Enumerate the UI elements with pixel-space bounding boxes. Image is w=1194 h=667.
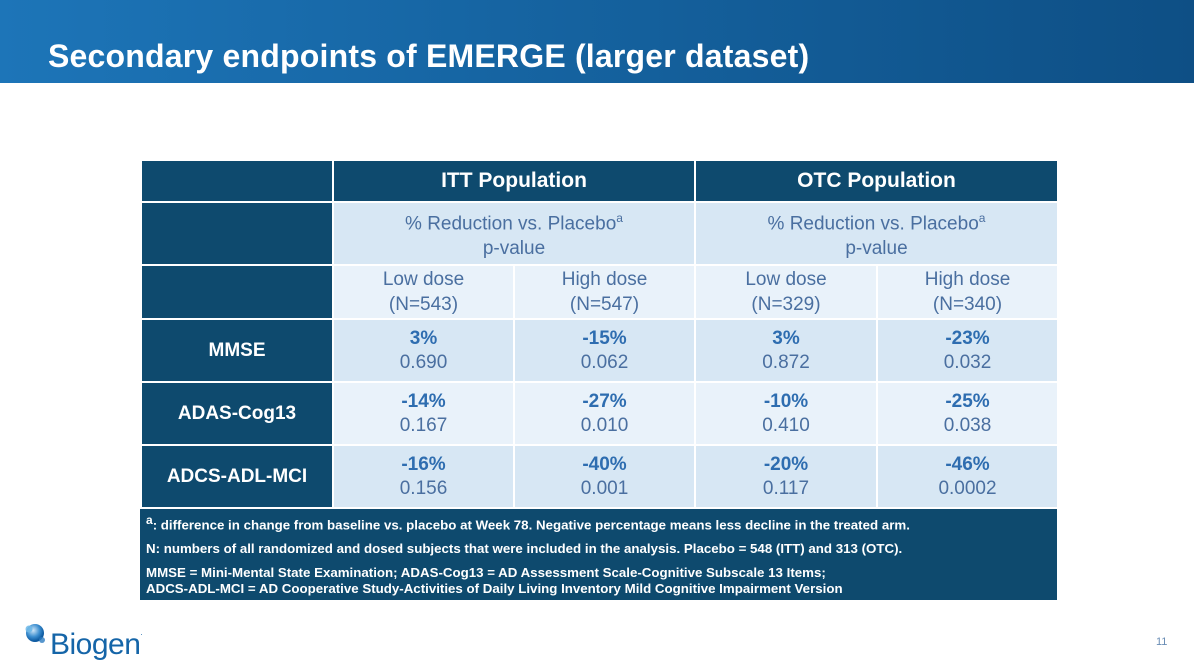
logo-text: Biogen [50,628,141,661]
percent-value: -46% [945,453,990,475]
dose-name: Low dose [745,269,827,290]
endpoints-table: ITT Population OTC Population % Reductio… [140,159,1059,509]
p-value: 0.062 [580,351,629,373]
p-value: 0.010 [580,414,629,436]
percent-value: 3% [772,327,800,349]
data-cell: -16% 0.156 [332,444,515,509]
footnote-a-text: : difference in change from baseline vs.… [152,517,910,533]
page-number: 11 [1156,636,1168,648]
footnote-n: N: numbers of all randomized and dosed s… [146,541,903,557]
footnote-marker: a [978,210,986,225]
logo-wordmark: Biogen. [50,628,143,662]
p-value: 0.0002 [938,477,997,499]
percent-value: -20% [763,453,809,475]
itt-population-header: ITT Population [332,159,696,203]
footnote-marker: a [146,513,153,527]
dose-n: (N=329) [751,294,821,315]
dose-header: Low dose (N=543) [332,264,515,320]
corner-cell [140,264,334,320]
percent-value: -14% [401,390,446,412]
biogen-mark-icon [25,624,45,643]
data-cell: 3% 0.872 [694,318,878,383]
data-cell: -10% 0.410 [694,381,878,446]
p-value: 0.690 [399,351,448,373]
p-value: 0.872 [762,351,810,373]
corner-cell [140,201,334,266]
dose-n: (N=547) [569,294,640,315]
data-cell: -46% 0.0002 [876,444,1059,509]
p-value: 0.156 [399,477,448,499]
reduction-label: % Reduction vs. Placebo [767,213,979,235]
itt-metric-header: % Reduction vs. Placeboa p-value [332,201,696,266]
table-row: MMSE 3% 0.690 -15% 0.062 3% 0.872 -23% 0.032 [140,318,1059,383]
data-cell: -23% 0.032 [876,318,1059,383]
percent-value: -40% [582,453,627,475]
dose-header: High dose (N=340) [876,264,1059,320]
dose-n: (N=340) [932,294,1003,315]
title-banner: Secondary endpoints of EMERGE (larger da… [0,0,1194,83]
group-header-row: ITT Population OTC Population [140,159,1059,203]
pvalue-label: p-value [482,238,546,260]
data-cell: -14% 0.167 [332,381,515,446]
data-cell: -25% 0.038 [876,381,1059,446]
p-value: 0.410 [762,414,810,436]
slide-title: Secondary endpoints of EMERGE (larger da… [48,38,810,74]
p-value: 0.167 [399,414,448,436]
footnotes-box: a: difference in change from baseline vs… [140,509,1057,600]
logo-tm: . [140,628,143,637]
reduction-label: % Reduction vs. Placebo [405,213,617,235]
row-label: ADCS-ADL-MCI [140,444,334,509]
otc-metric-header: % Reduction vs. Placeboa p-value [694,201,1059,266]
percent-value: -23% [945,327,990,349]
data-cell: 3% 0.690 [332,318,515,383]
table-row: ADAS-Cog13 -14% 0.167 -27% 0.010 -10% 0.410… [140,381,1059,446]
row-label: MMSE [140,318,334,383]
footnote-marker: a [616,210,623,225]
footnote-abbrev-1: MMSE = Mini-Mental State Examination; AD… [146,565,826,581]
p-value: 0.001 [580,477,629,499]
dose-header: Low dose (N=329) [694,264,878,320]
p-value: 0.032 [943,351,992,373]
metric-header-row: % Reduction vs. Placeboa p-value % Reduc… [140,201,1059,266]
dose-header: High dose (N=547) [513,264,696,320]
dose-name: High dose [924,269,1011,290]
dose-name: Low dose [382,269,465,290]
pvalue-label: p-value [845,238,908,260]
percent-value: 3% [409,327,438,349]
otc-population-header: OTC Population [694,159,1059,203]
percent-value: -10% [763,390,809,412]
p-value: 0.117 [762,477,810,499]
percent-value: -27% [582,390,627,412]
data-cell: -40% 0.001 [513,444,696,509]
table-row: ADCS-ADL-MCI -16% 0.156 -40% 0.001 -20% 0.1… [140,444,1059,509]
row-label: ADAS-Cog13 [140,381,334,446]
dose-n: (N=543) [388,294,459,315]
biogen-logo: Biogen. [24,622,144,662]
footnote-abbrev-2: ADCS-ADL-MCI = AD Cooperative Study-Acti… [146,581,843,597]
data-cell: -20% 0.117 [694,444,878,509]
dose-header-row: Low dose (N=543) High dose (N=547) Low dos… [140,264,1059,320]
data-cell: -27% 0.010 [513,381,696,446]
corner-cell [140,159,334,203]
p-value: 0.038 [943,414,992,436]
dose-name: High dose [561,269,648,290]
data-cell: -15% 0.062 [513,318,696,383]
percent-value: -16% [401,453,446,475]
percent-value: -25% [945,390,990,412]
footnote-a: a: difference in change from baseline vs… [146,512,1051,533]
percent-value: -15% [582,327,627,349]
